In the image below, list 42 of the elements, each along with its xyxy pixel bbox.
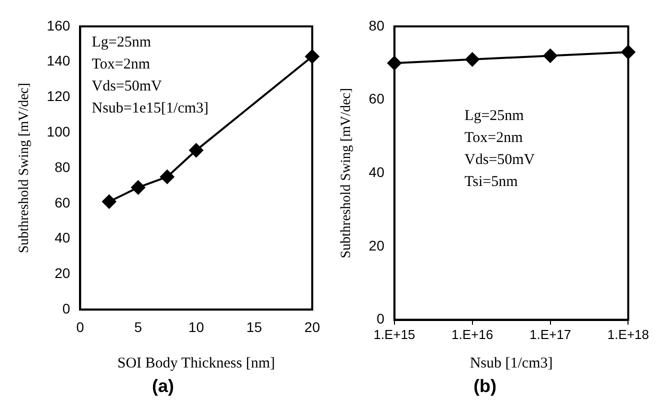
annotation: Tox=2nm — [464, 130, 524, 146]
y-axis-title: Subthreshold Swing [mV/dec] — [339, 88, 354, 258]
point — [465, 52, 480, 66]
y-tick-label: 40 — [54, 230, 70, 246]
y-tick-label: 80 — [368, 17, 385, 34]
x-tick-label: 1.E+16 — [452, 327, 494, 342]
annotation: Lg=25nm — [92, 34, 152, 50]
x-tick-label: 1.E+15 — [374, 327, 416, 342]
y-tick-label: 20 — [54, 265, 70, 282]
point — [160, 170, 174, 184]
annotation: Vds=50mV — [464, 152, 535, 168]
annotation: Lg=25nm — [464, 108, 524, 124]
y-tick-label: 140 — [46, 52, 70, 69]
x-axis-title: SOI Body Thickness [nm] — [117, 355, 276, 372]
x-axis-title: Nsub [1/cm3] — [470, 355, 553, 372]
y-tick-label: 100 — [46, 123, 70, 140]
point — [543, 48, 558, 63]
x-tick-label: 1.E+17 — [529, 327, 572, 342]
x-tick-label: 1.E+18 — [607, 327, 650, 342]
annotation: Vds=50mV — [92, 78, 162, 94]
point — [189, 143, 204, 158]
y-tick-label: 120 — [46, 88, 70, 104]
y-tick-label: 160 — [46, 17, 70, 34]
y-tick-label: 60 — [54, 194, 70, 210]
y-tick-label: 0 — [62, 300, 70, 316]
annotation: Tsi=5nm — [464, 174, 518, 190]
point — [131, 180, 146, 194]
y-tick-label: 80 — [54, 158, 70, 175]
y-tick-label: 40 — [368, 164, 385, 180]
x-tick-label: 10 — [188, 318, 204, 335]
text: (a) — [152, 376, 174, 396]
text: (b) — [474, 376, 496, 396]
annotation: Tox=2nm — [92, 56, 150, 72]
y-tick-label: 20 — [368, 237, 385, 254]
point — [102, 194, 116, 209]
x-tick-label: 5 — [134, 318, 142, 335]
y-axis-title: Subthreshold Swing [mV/dec] — [17, 82, 32, 254]
y-tick-label: 60 — [368, 90, 385, 107]
x-tick-label: 15 — [246, 318, 262, 335]
x-tick-label: 0 — [76, 318, 84, 335]
annotation: Nsub=1e15[1/cm3] — [92, 100, 209, 116]
x-tick-label: 20 — [304, 318, 320, 335]
